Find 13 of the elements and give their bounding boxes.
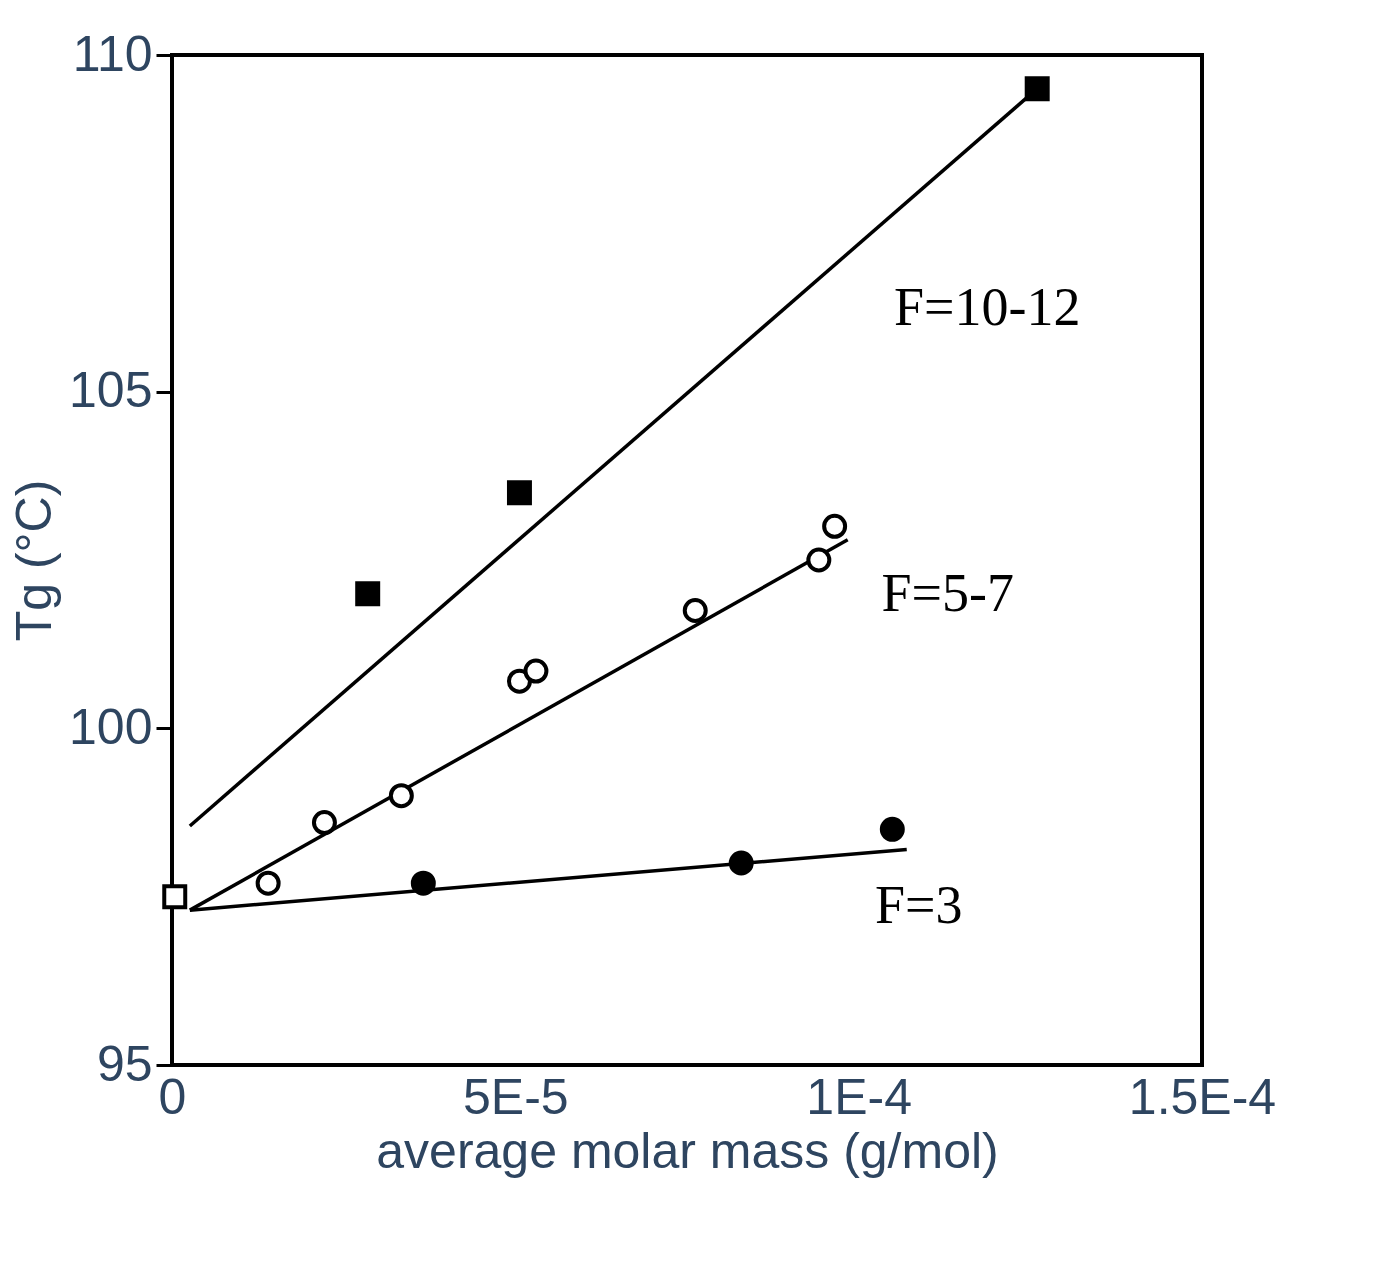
x-tick-label: 5E-5: [463, 1068, 569, 1125]
series-label: F=5-7: [881, 562, 1014, 623]
series-label: F=3: [874, 874, 963, 935]
x-tick-label: 1.5E-4: [1128, 1068, 1277, 1125]
y-tick-label: 105: [69, 362, 153, 419]
x-tick-label: 1E-4: [806, 1068, 912, 1125]
y-tick-label: 100: [69, 698, 153, 755]
y-tick-label: 110: [72, 25, 153, 82]
y-tick-label: 95: [96, 1035, 153, 1092]
x-tick-label: 0: [158, 1068, 187, 1125]
x-axis-title: average molar mass (g/mol): [376, 1122, 999, 1179]
series-label: F=10-12: [893, 276, 1081, 337]
y-axis-title: Tg (°C): [6, 479, 63, 642]
